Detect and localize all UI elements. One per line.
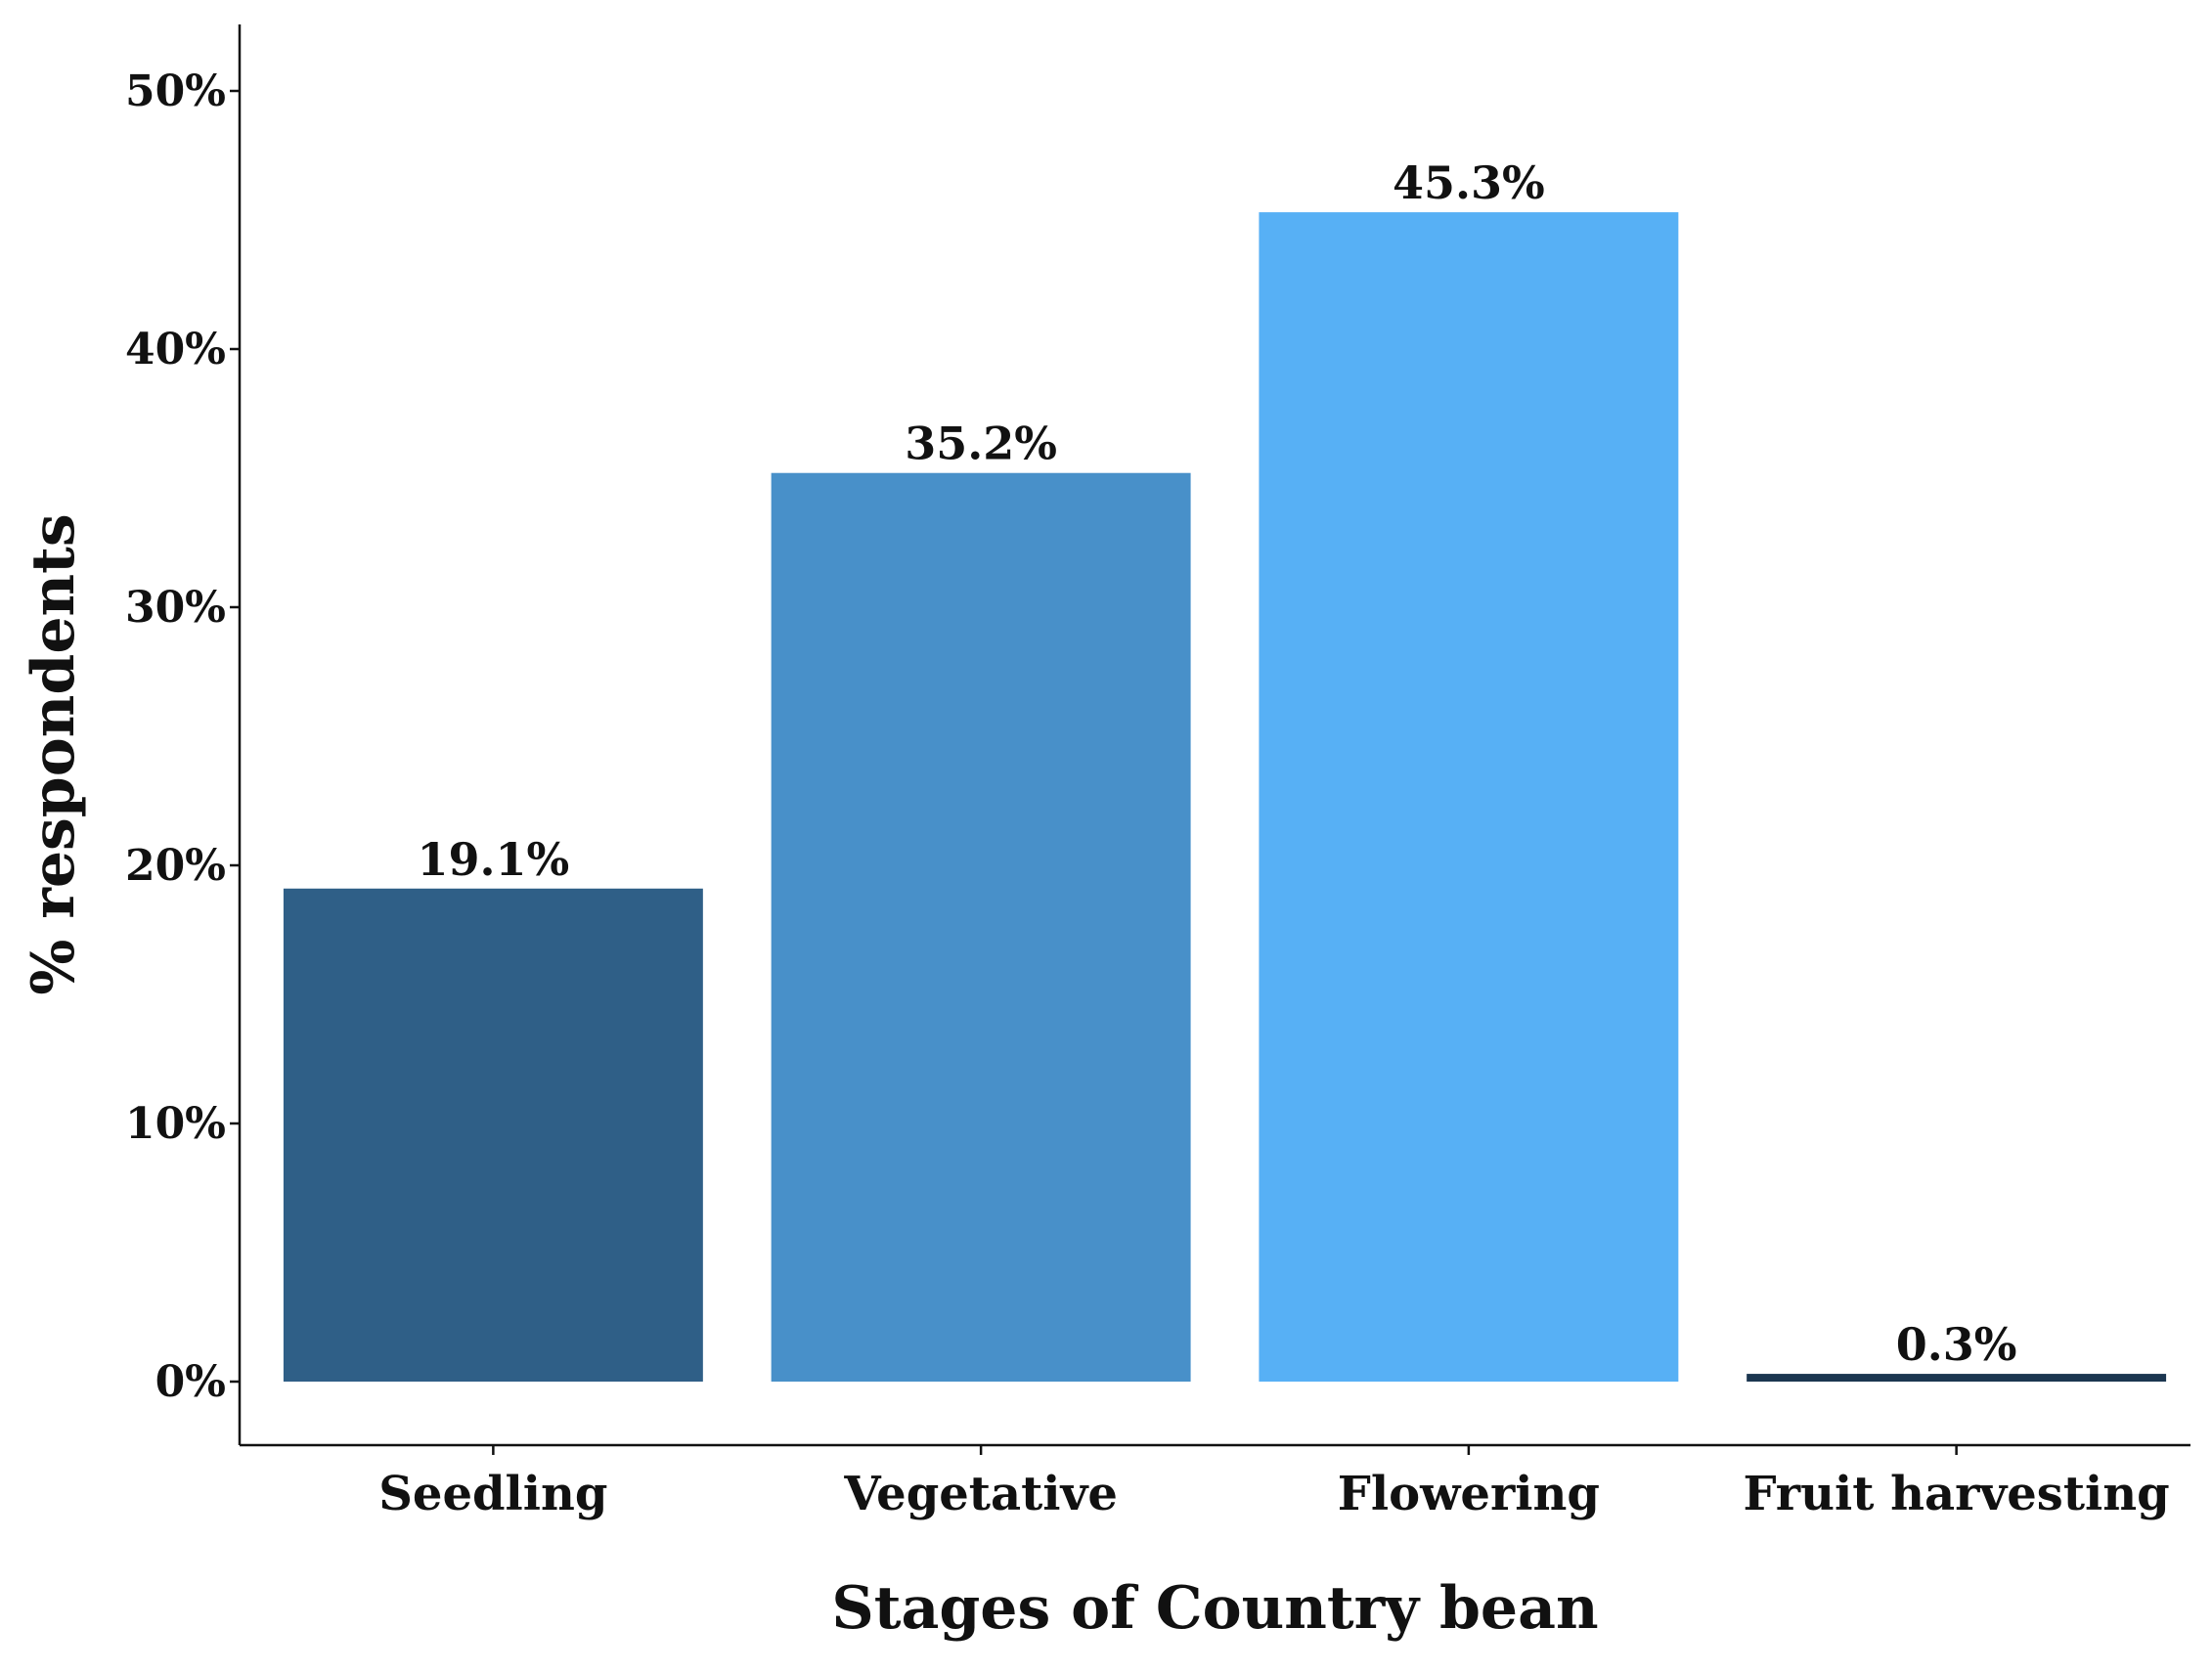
y-axis-title: % respondents — [20, 513, 88, 994]
bar — [1747, 1374, 2167, 1382]
y-tick-label: 10% — [125, 1099, 226, 1149]
y-tick-label: 50% — [125, 66, 226, 116]
bar — [283, 888, 703, 1382]
data-label: 19.1% — [418, 833, 570, 886]
data-label: 45.3% — [1393, 156, 1545, 209]
bar — [771, 472, 1191, 1383]
bar — [1259, 212, 1679, 1383]
axes: 0% 10% 20% 30% 40% 50% Seedling Vegetative Flowe… — [125, 24, 2190, 1521]
x-tick-label: Fruit harvesting — [1744, 1467, 2170, 1521]
data-label: 0.3% — [1896, 1318, 2017, 1371]
data-label: 35.2% — [905, 418, 1057, 470]
y-tick-label: 0% — [155, 1357, 226, 1407]
y-tick-label: 40% — [125, 325, 226, 374]
x-tick-label: Flowering — [1338, 1467, 1600, 1521]
x-axis-title: Stages of Country bean — [831, 1574, 1598, 1643]
x-tick-label: Vegetative — [843, 1467, 1118, 1521]
y-tick-label: 20% — [125, 841, 226, 891]
y-tick-label: 30% — [125, 583, 226, 633]
bars — [283, 212, 2167, 1383]
data-labels: 19.1% 35.2% 45.3% 0.3% — [418, 156, 2017, 1371]
x-tick-label: Seedling — [378, 1467, 607, 1521]
